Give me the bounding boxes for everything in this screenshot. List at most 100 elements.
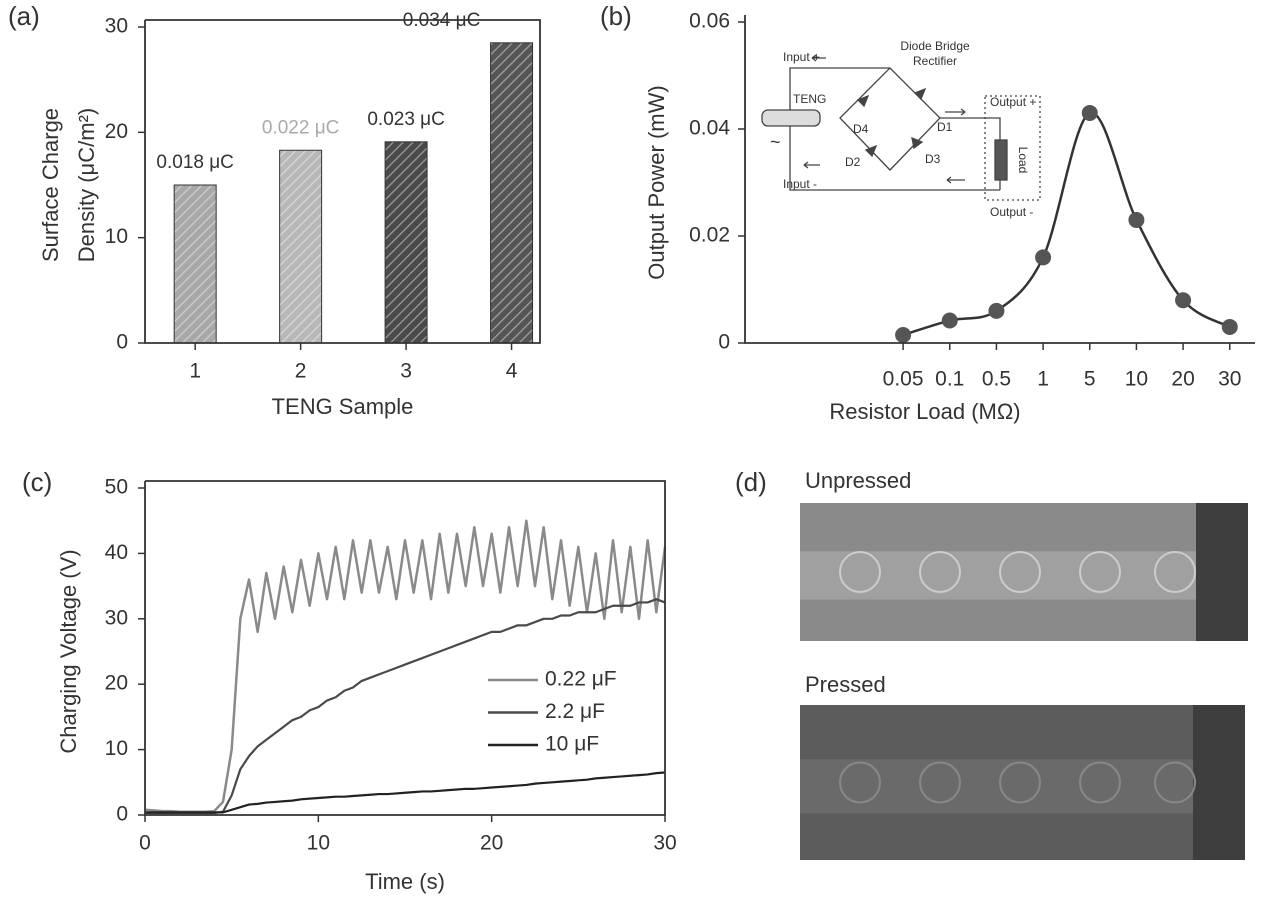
marker — [941, 312, 958, 329]
axis-frame — [744, 15, 1255, 344]
y-tick-label: 20 — [105, 672, 128, 695]
x-tick-label: 30 — [1218, 368, 1241, 391]
x-tick-label: 0.05 — [883, 368, 924, 391]
bar — [173, 184, 217, 344]
inset-label: Diode Bridge — [900, 39, 970, 53]
photo-edge — [1193, 705, 1245, 860]
marker — [1035, 249, 1052, 266]
x-tick-label: 2 — [295, 360, 307, 383]
bar-annotation: 0.018 μC — [156, 152, 234, 173]
y-axis-label: Charging Voltage (V) — [56, 549, 81, 753]
photo-caption: Pressed — [805, 672, 886, 697]
output-box — [984, 95, 1041, 201]
marker — [1081, 104, 1098, 121]
y-axis-label: Surface Charge — [38, 108, 63, 262]
bar — [384, 141, 428, 344]
inset-label: D3 — [925, 152, 941, 166]
bar — [279, 149, 323, 344]
x-tick-label: 30 — [653, 832, 676, 855]
series-line — [145, 771, 666, 814]
y-tick-label: 0.04 — [689, 117, 730, 140]
inset-label: TENG — [793, 92, 826, 106]
x-tick-label: 20 — [480, 832, 503, 855]
y-tick-label: 10 — [105, 225, 128, 248]
photo-caption: Unpressed — [805, 468, 911, 493]
marker — [1221, 318, 1238, 335]
led — [839, 551, 881, 593]
y-tick-label: 10 — [105, 737, 128, 760]
led — [1079, 551, 1121, 593]
teng-device — [761, 109, 821, 127]
inset-label: Input - — [783, 177, 817, 191]
x-tick-label: 1 — [1037, 368, 1049, 391]
marker — [895, 326, 912, 343]
led — [999, 551, 1041, 593]
inset-label: D2 — [845, 155, 861, 169]
bar — [490, 42, 534, 344]
x-axis-label: Time (s) — [365, 869, 445, 894]
y-tick-label: 30 — [105, 606, 128, 629]
led — [1154, 761, 1196, 804]
axis-frame — [144, 19, 541, 344]
y-axis-label: Output Power (mW) — [644, 85, 669, 279]
x-tick-label: 0.1 — [935, 368, 964, 391]
axis-frame — [144, 480, 666, 816]
inset-label: D1 — [937, 120, 953, 134]
x-tick-label: 10 — [307, 832, 330, 855]
x-tick-label: 5 — [1084, 368, 1096, 391]
ac-symbol: ~ — [770, 132, 781, 152]
y-tick-label: 0 — [116, 803, 128, 826]
y-tick-label: 40 — [105, 541, 128, 564]
x-tick-label: 4 — [506, 360, 518, 383]
y-tick-label: 50 — [105, 476, 128, 499]
y-tick-label: 0 — [718, 331, 730, 354]
y-tick-label: 30 — [105, 15, 128, 38]
led — [999, 761, 1041, 804]
led — [839, 761, 881, 804]
marker — [988, 302, 1005, 319]
led — [1154, 551, 1196, 593]
current-arrows — [803, 54, 967, 184]
inset-label: Output + — [990, 95, 1036, 109]
legend-label: 10 μF — [545, 733, 599, 756]
line — [902, 111, 1231, 337]
x-tick-label: 0 — [139, 832, 151, 855]
inset-label: D4 — [853, 122, 869, 136]
y-tick-label: 0.06 — [689, 10, 730, 33]
series-line — [144, 519, 667, 813]
x-tick-label: 10 — [1125, 368, 1148, 391]
x-axis-label: TENG Sample — [272, 394, 414, 419]
inset-label: Input + — [783, 50, 820, 64]
photo-edge — [1196, 503, 1248, 641]
y-tick-label: 20 — [105, 120, 128, 143]
x-tick-label: 20 — [1171, 368, 1194, 391]
y-tick-label: 0.02 — [689, 224, 730, 247]
circuit-inset: ~ — [761, 54, 1041, 201]
panel-label: (d) — [735, 467, 767, 497]
marker — [1128, 211, 1145, 228]
panel-label: (c) — [22, 467, 52, 497]
panel-label: (b) — [600, 1, 632, 31]
inset-label: Rectifier — [913, 54, 957, 68]
legend-label: 2.2 μF — [545, 700, 605, 723]
x-tick-label: 3 — [400, 360, 412, 383]
x-tick-label: 1 — [189, 360, 201, 383]
bar-annotation: 0.023 μC — [367, 109, 445, 130]
y-axis-label: Density (μC/m²) — [74, 108, 99, 262]
y-tick-label: 0 — [116, 331, 128, 354]
diodes — [856, 87, 927, 158]
bar-annotation: 0.022 μC — [262, 117, 340, 138]
photo-strip — [800, 759, 1193, 814]
wires — [789, 67, 1001, 191]
led — [919, 761, 961, 804]
x-tick-label: 0.5 — [982, 368, 1011, 391]
x-axis-label: Resistor Load (MΩ) — [829, 399, 1020, 424]
inset-label: Load — [1016, 147, 1030, 174]
led — [919, 551, 961, 593]
inset-label: Output - — [990, 205, 1033, 219]
circuit-labels: Input + Diode Bridge Rectifier TENG D4 D… — [783, 39, 1036, 219]
panel-label: (a) — [8, 1, 40, 31]
led — [1079, 761, 1121, 804]
marker — [1175, 292, 1192, 309]
